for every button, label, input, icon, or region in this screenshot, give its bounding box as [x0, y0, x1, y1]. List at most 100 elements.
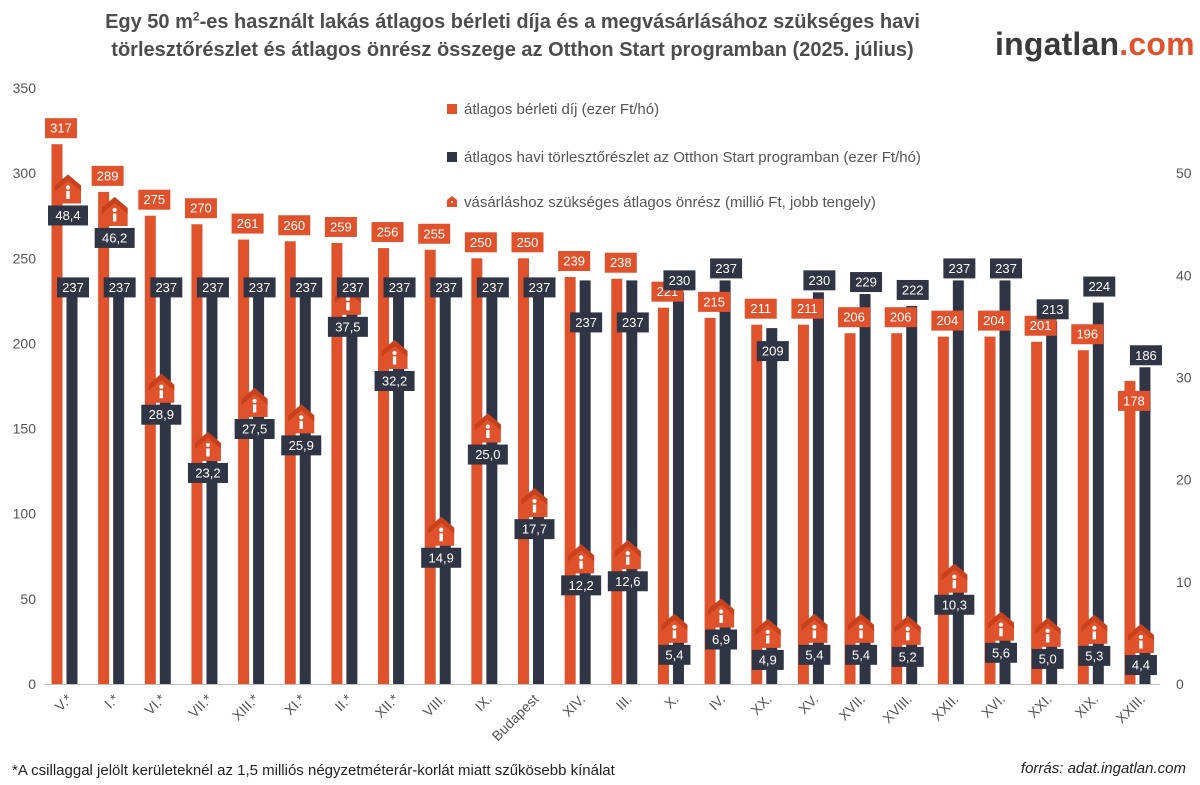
onresz-marker-bar	[486, 430, 490, 439]
installment-data-label: 222	[902, 282, 924, 297]
rent-bar	[98, 191, 110, 685]
onresz-marker	[754, 618, 781, 648]
onresz-marker	[428, 516, 455, 546]
rent-bar	[1124, 380, 1136, 684]
onresz-marker-dot	[672, 624, 677, 629]
onresz-data-label-bg	[187, 462, 228, 483]
onresz-marker-dot	[65, 185, 71, 190]
onresz-marker-dot	[1138, 634, 1144, 640]
installment-data-label-bg	[523, 277, 556, 298]
onresz-marker-roof	[801, 613, 828, 631]
y-left-tick-label: 350	[13, 80, 37, 96]
installment-data-label: 237	[249, 280, 271, 295]
installment-data-label: 186	[1135, 348, 1157, 363]
onresz-marker	[241, 388, 268, 418]
onresz-marker	[801, 613, 828, 643]
installment-bar	[346, 280, 358, 684]
onresz-marker	[55, 174, 81, 204]
y-left-tick-label: 50	[20, 591, 36, 607]
onresz-marker	[288, 404, 315, 434]
onresz-marker	[148, 373, 175, 403]
brand-logo: ingatlan.com	[995, 26, 1195, 63]
onresz-marker-bar	[859, 630, 863, 639]
category-label: III.	[613, 691, 635, 713]
onresz-marker-bar	[159, 390, 163, 399]
installment-data-label-bg	[943, 258, 976, 279]
installment-bar	[393, 280, 405, 684]
y-right-tick-label: 40	[1176, 267, 1192, 283]
onresz-data-label: 4,4	[1132, 658, 1150, 673]
y-left-tick-label: 300	[13, 165, 37, 181]
onresz-marker	[474, 413, 501, 443]
y-right-tick-label: 50	[1176, 165, 1192, 181]
onresz-marker-roof	[1127, 624, 1154, 642]
onresz-marker	[1081, 614, 1108, 644]
rent-bar	[984, 336, 996, 684]
onresz-marker	[1034, 617, 1061, 647]
category-label: XI.*	[281, 690, 309, 718]
installment-data-label-bg	[476, 277, 509, 298]
legend-label: vásárláshoz szükséges átlagos önrész (mi…	[464, 194, 876, 211]
rent-data-label: 256	[377, 225, 399, 240]
installment-data-label-bg	[1083, 276, 1116, 297]
onresz-data-label: 25,9	[289, 438, 314, 453]
rent-data-label-bg	[231, 213, 264, 234]
rent-data-label: 239	[563, 254, 585, 269]
bars	[51, 144, 1151, 685]
installment-bar	[1046, 321, 1058, 684]
installment-data-label: 209	[762, 344, 784, 359]
installment-data-label: 229	[855, 275, 877, 290]
rent-data-label: 270	[190, 201, 212, 216]
legend-swatch	[447, 152, 457, 162]
category-label: XII.*	[372, 690, 402, 720]
onresz-marker-roof	[194, 431, 221, 449]
onresz-data-label: 4,9	[759, 652, 777, 667]
category-labels: V.* I.* VI.* VII.* XIII.* XI.* II.* XII.* VIII. I…	[52, 690, 1149, 744]
legend-marker-icon	[447, 196, 457, 207]
onresz-marker-dot	[532, 499, 537, 504]
installment-data-label-bg	[616, 312, 649, 333]
rent-data-label-bg	[138, 189, 171, 210]
onresz-marker-roof	[101, 196, 128, 214]
installment-data-label: 237	[529, 280, 551, 295]
installment-bar	[859, 294, 871, 684]
onresz-marker-bar	[719, 614, 723, 623]
rent-bar	[891, 333, 903, 684]
legend-label: átlagos havi törlesztőrészlet az Otthon …	[464, 149, 921, 166]
onresz-marker	[661, 613, 688, 643]
onresz-data-label-bg	[374, 370, 415, 391]
installment-data-label: 237	[202, 280, 224, 295]
onresz-data-label: 6,9	[712, 632, 730, 647]
onresz-marker-dot	[625, 551, 630, 556]
onresz-data-label-bg	[141, 404, 182, 425]
footnote: *A csillaggal jelölt kerületeknél az 1,5…	[12, 762, 615, 779]
installment-bar	[906, 305, 918, 684]
rent-bar	[51, 144, 63, 685]
onresz-marker	[708, 598, 735, 628]
rent-data-label: 317	[50, 121, 72, 136]
onresz-marker	[1127, 624, 1154, 654]
installment-bar	[719, 280, 731, 684]
onresz-marker-bar	[766, 635, 770, 644]
rent-data-label-bg	[1071, 324, 1104, 345]
installment-data-label: 230	[809, 273, 831, 288]
onresz-data-label: 12,2	[568, 578, 593, 593]
y-right-tick-label: 20	[1176, 472, 1192, 488]
onresz-marker-roof	[474, 413, 501, 431]
rent-data-label: 204	[983, 313, 1005, 328]
onresz-marker-roof	[614, 540, 641, 558]
onresz-marker-roof	[661, 613, 688, 631]
y-left-tick-label: 200	[13, 335, 37, 351]
rent-data-label: 206	[890, 310, 912, 325]
onresz-data-label: 5,0	[1039, 651, 1057, 666]
onresz-marker-roof	[148, 373, 175, 391]
onresz-marker	[941, 563, 968, 593]
installment-data-label: 237	[155, 280, 177, 295]
rent-data-label: 238	[610, 255, 632, 270]
onresz-data-label: 25,0	[475, 447, 500, 462]
rent-bar	[284, 241, 296, 684]
onresz-marker-bar	[812, 630, 817, 639]
onresz-data-label-bg	[561, 575, 602, 596]
onresz-data-label-bg	[94, 227, 135, 248]
rent-data-label: 259	[330, 219, 352, 234]
